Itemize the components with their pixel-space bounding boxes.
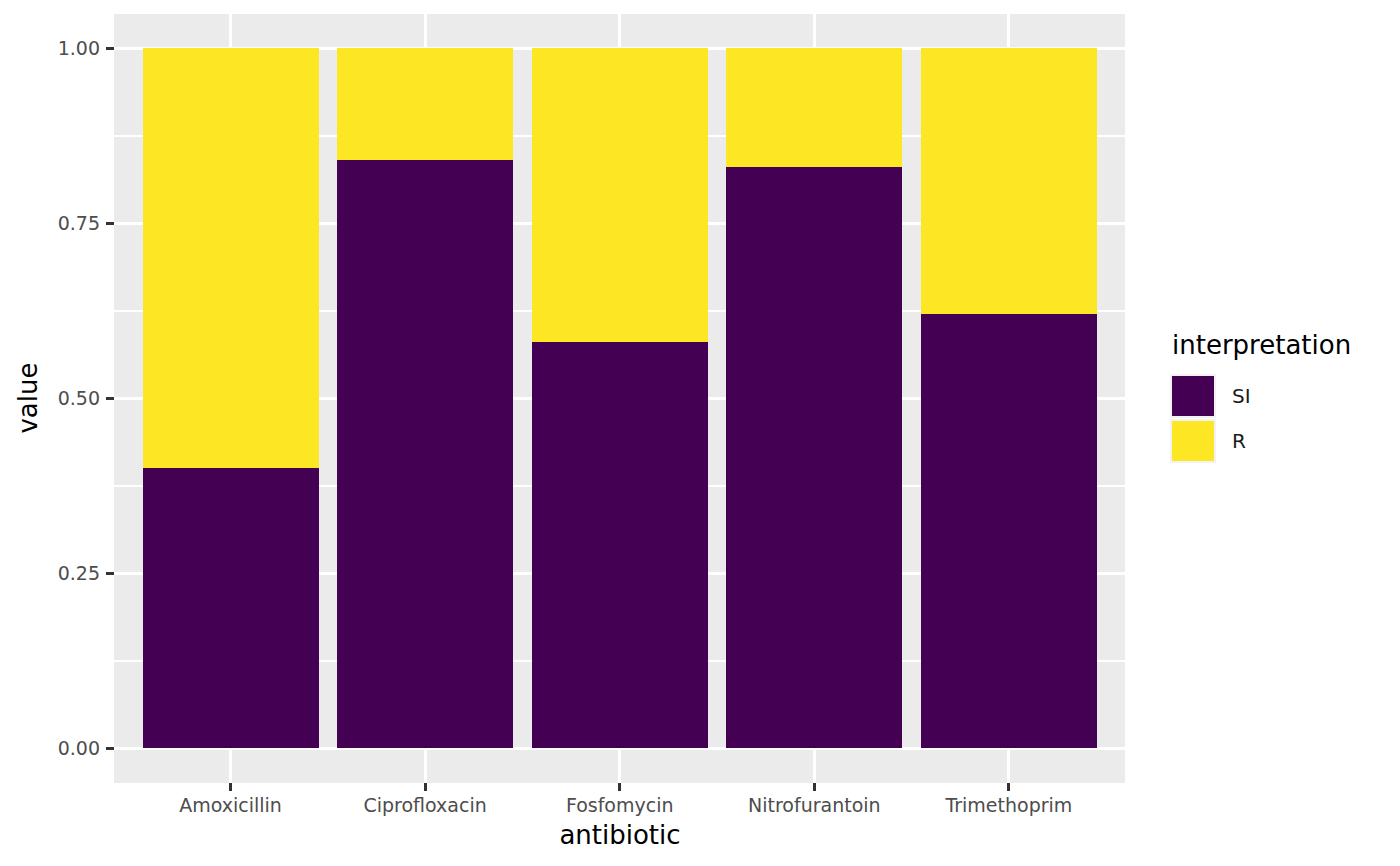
stacked-bar-chart-figure: 0.000.250.500.751.00 AmoxicillinCiproflo…: [0, 0, 1400, 866]
y-tick-label: 0.75: [30, 212, 100, 234]
x-tick-label: Amoxicillin: [179, 794, 282, 816]
x-tick-mark: [424, 783, 427, 791]
x-tick-mark: [229, 783, 232, 791]
x-tick-mark: [618, 783, 621, 791]
legend-title: interpretation: [1172, 330, 1351, 360]
y-tick-mark: [106, 47, 114, 50]
legend-label-si: SI: [1232, 384, 1251, 408]
y-tick-label: 1.00: [30, 37, 100, 59]
bar-fosfomycin-si: [532, 342, 708, 748]
bar-amoxicillin-si: [143, 468, 319, 748]
plot-panel: [114, 14, 1125, 783]
bar-nitrofurantoin-r: [726, 48, 902, 167]
y-tick-mark: [106, 222, 114, 225]
bar-ciprofloxacin-r: [337, 48, 513, 160]
x-tick-label: Trimethoprim: [945, 794, 1072, 816]
legend-item-si: SI: [1170, 374, 1351, 418]
bar-trimethoprim-r: [921, 48, 1097, 314]
legend-items: SI R: [1170, 374, 1351, 463]
bar-ciprofloxacin-si: [337, 160, 513, 748]
legend-label-r: R: [1232, 429, 1246, 453]
y-tick-label: 0.25: [30, 562, 100, 584]
x-tick-mark: [1007, 783, 1010, 791]
y-tick-label: 0.00: [30, 737, 100, 759]
bar-fosfomycin-r: [532, 48, 708, 342]
x-tick-label: Fosfomycin: [566, 794, 674, 816]
y-tick-mark: [106, 397, 114, 400]
bar-nitrofurantoin-si: [726, 167, 902, 748]
x-tick-mark: [813, 783, 816, 791]
y-tick-mark: [106, 747, 114, 750]
legend-key-r: [1170, 419, 1216, 463]
legend-item-r: R: [1170, 419, 1351, 463]
legend: interpretation SI R: [1170, 330, 1351, 464]
x-tick-label: Nitrofurantoin: [748, 794, 881, 816]
y-tick-mark: [106, 572, 114, 575]
bar-trimethoprim-si: [921, 314, 1097, 748]
bar-amoxicillin-r: [143, 48, 319, 468]
x-axis-title: antibiotic: [559, 820, 680, 850]
x-tick-label: Ciprofloxacin: [363, 794, 486, 816]
legend-key-si: [1170, 374, 1216, 418]
y-axis-title: value: [13, 362, 43, 433]
